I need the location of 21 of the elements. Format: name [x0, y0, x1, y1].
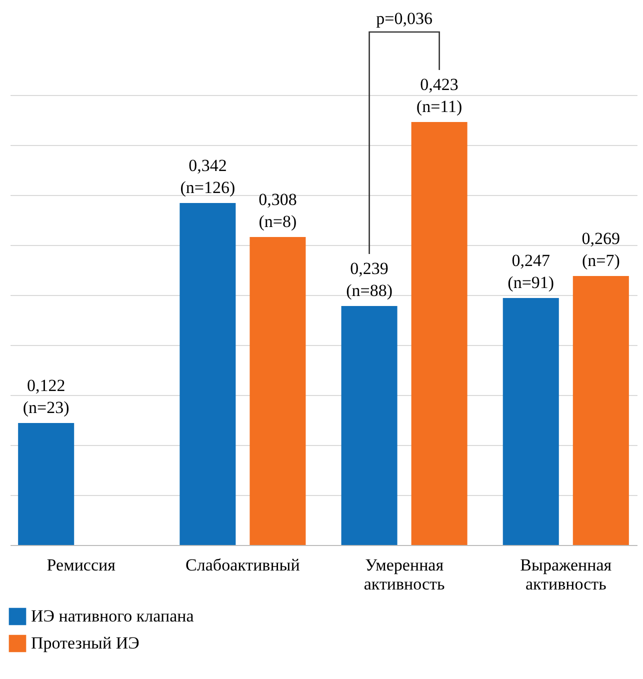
data-label: 0,239 (n=88)	[346, 259, 392, 300]
bar	[18, 423, 74, 545]
bar	[502, 298, 559, 545]
data-label: 0,269 (n=7)	[582, 229, 620, 270]
legend-label: ИЭ нативного клапана	[31, 606, 194, 626]
x-tick-label: Выраженная активность	[520, 556, 612, 594]
data-label: 0,423 (n=11)	[416, 75, 462, 116]
legend-label: Протезный ИЭ	[31, 634, 140, 652]
data-label: 0,122 (n=23)	[22, 376, 70, 417]
bar	[180, 203, 236, 545]
x-tick-label: Слабоактивный	[186, 556, 300, 574]
data-label: 0,308 (n=8)	[258, 190, 297, 231]
text: p=0,036	[376, 9, 432, 28]
data-label: 0,342 (n=126)	[180, 156, 236, 197]
bar	[341, 306, 398, 545]
x-tick-label: Умеренная активность	[364, 556, 445, 594]
bar	[572, 276, 629, 545]
data-label: 0,247 (n=91)	[508, 251, 554, 292]
x-tick-label: Ремиссия	[46, 556, 116, 574]
bar	[411, 122, 468, 545]
bar	[250, 237, 306, 545]
